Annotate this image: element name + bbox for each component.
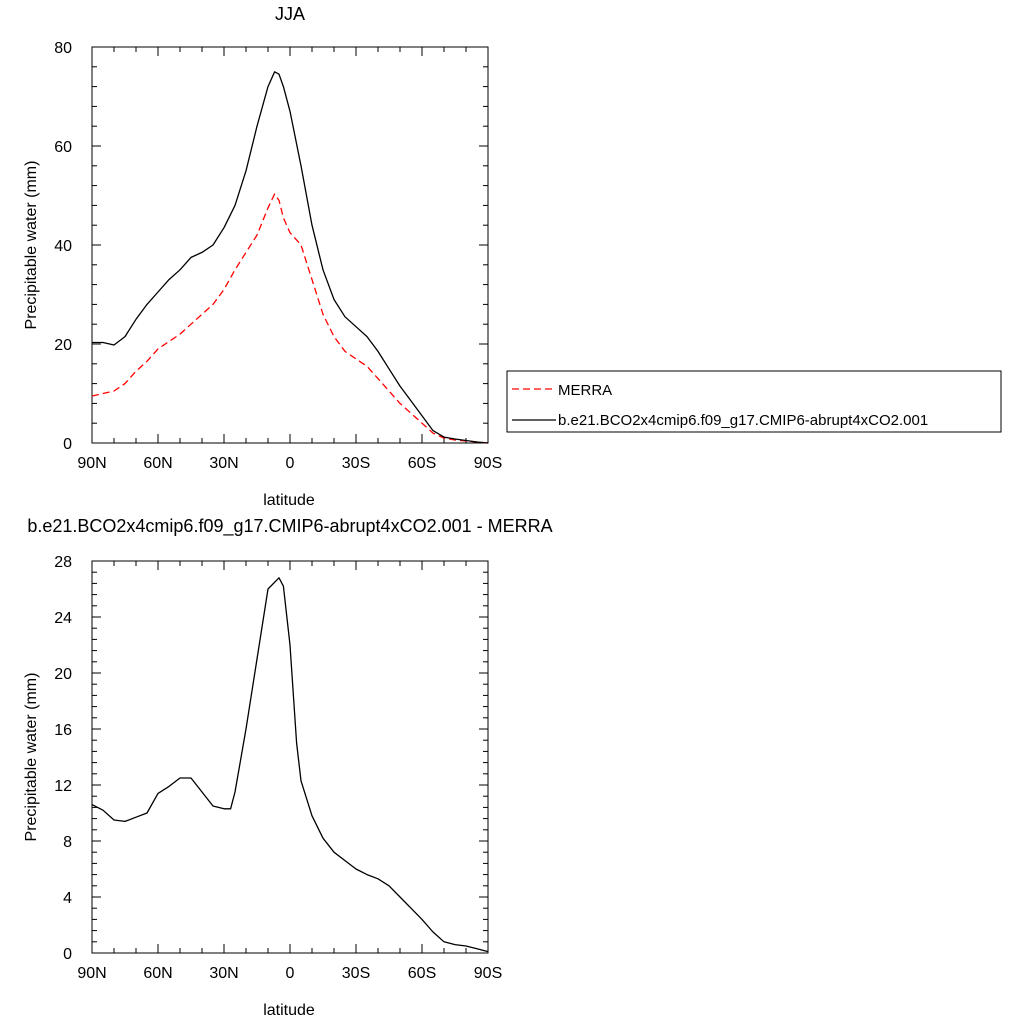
bottom-x-tick-label: 30S: [342, 965, 370, 982]
top-series-line-1: [92, 71, 489, 444]
bottom-y-tick-label: 28: [54, 554, 72, 571]
bottom-x-tick-label: 60N: [143, 965, 172, 982]
legend-box: [506, 370, 1002, 433]
bottom-y-axis-label: Precipitable water (mm): [23, 673, 40, 842]
bottom-x-tick-label: 0: [286, 965, 295, 982]
top-y-tick-label: 20: [54, 337, 72, 354]
bottom-y-tick-label: 20: [54, 666, 72, 683]
bottom-series-line-0: [91, 577, 489, 953]
top-series: [91, 71, 489, 444]
bottom-y-tick-label: 16: [54, 722, 72, 739]
top-y-axis-label: Precipitable water (mm): [23, 161, 40, 330]
top-x-tick-label: 60N: [143, 455, 172, 472]
top-series-line-0: [91, 193, 489, 444]
bottom-y-ticks: 0 4 8 12 16 20 24 28: [54, 554, 488, 963]
bottom-chart-title: b.e21.BCO2x4cmip6.f09_g17.CMIP6-abrupt4x…: [27, 516, 552, 537]
legend-label-model: b.e21.BCO2x4cmip6.f09_g17.CMIP6-abrupt4x…: [558, 412, 928, 429]
top-x-tick-label: 60S: [408, 455, 436, 472]
top-y-tick-label: 40: [54, 238, 72, 255]
bottom-x-tick-label: 60S: [408, 965, 436, 982]
top-x-tick-label: 90N: [77, 455, 106, 472]
top-y-tick-label: 0: [63, 436, 72, 453]
top-y-tick-label: 60: [54, 139, 72, 156]
bottom-plot-frame: [91, 560, 489, 954]
bottom-y-tick-label: 4: [63, 890, 72, 907]
bottom-y-tick-label: 12: [54, 778, 72, 795]
top-chart-title: JJA: [275, 4, 305, 24]
bottom-x-tick-label: 90N: [77, 965, 106, 982]
bottom-x-ticks: 90N 60N 30N 0 30S 60S 90S: [77, 561, 502, 982]
top-y-ticks: 0 20 40 60 80: [54, 40, 488, 453]
bottom-panel: b.e21.BCO2x4cmip6.f09_g17.CMIP6-abrupt4x…: [23, 516, 553, 1019]
top-x-tick-label: 30N: [209, 455, 238, 472]
top-y-tick-label: 80: [54, 40, 72, 57]
bottom-x-axis-label: latitude: [263, 1002, 315, 1019]
bottom-series: [91, 577, 489, 953]
top-x-axis-label: latitude: [263, 492, 315, 509]
top-plot-frame: [91, 46, 489, 444]
bottom-x-tick-label: 90S: [474, 965, 502, 982]
bottom-x-tick-label: 30N: [209, 965, 238, 982]
legend: MERRA b.e21.BCO2x4cmip6.f09_g17.CMIP6-ab…: [506, 370, 1002, 433]
top-x-tick-label: 0: [286, 455, 295, 472]
legend-label-merra: MERRA: [558, 382, 612, 399]
top-panel: JJA 90N 60N 30N 0 30S 60S 90S 0 20 40 60 80 latitu…: [23, 4, 1002, 509]
top-x-tick-label: 90S: [474, 455, 502, 472]
bottom-y-tick-label: 8: [63, 834, 72, 851]
top-x-tick-label: 30S: [342, 455, 370, 472]
bottom-y-tick-label: 0: [63, 946, 72, 963]
top-x-ticks: 90N 60N 30N 0 30S 60S 90S: [77, 47, 502, 472]
bottom-y-tick-label: 24: [54, 610, 72, 627]
